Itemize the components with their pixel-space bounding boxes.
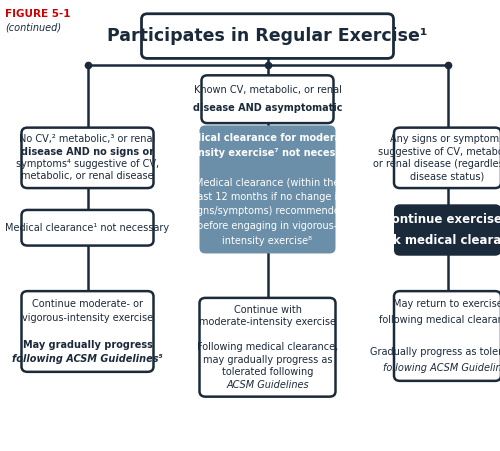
Text: or renal disease (regardless of: or renal disease (regardless of <box>374 159 500 169</box>
Text: Discontinue exercise and: Discontinue exercise and <box>364 213 500 226</box>
Text: Any signs or symptoms: Any signs or symptoms <box>390 134 500 144</box>
Text: following ACSM Guidelines⁵: following ACSM Guidelines⁵ <box>12 354 163 364</box>
Text: disease status): disease status) <box>410 171 484 181</box>
FancyBboxPatch shape <box>202 75 334 123</box>
Text: past 12 months if no change in: past 12 months if no change in <box>191 192 344 202</box>
Text: Gradually progress as tolerated: Gradually progress as tolerated <box>370 347 500 357</box>
Text: tolerated following: tolerated following <box>222 368 313 377</box>
FancyBboxPatch shape <box>200 298 336 397</box>
Text: Medical clearance (within the: Medical clearance (within the <box>195 177 340 187</box>
Text: Medical clearance for moderate-: Medical clearance for moderate- <box>178 133 356 143</box>
Text: symptoms⁴ suggestive of CV,: symptoms⁴ suggestive of CV, <box>16 159 159 169</box>
FancyBboxPatch shape <box>394 128 500 188</box>
Text: Known CV, metabolic, or renal: Known CV, metabolic, or renal <box>194 85 342 95</box>
Text: disease AND asymptomatic: disease AND asymptomatic <box>193 103 342 114</box>
FancyBboxPatch shape <box>394 291 500 381</box>
Text: Medical clearance¹ not necessary: Medical clearance¹ not necessary <box>6 223 170 233</box>
Text: Participates in Regular Exercise¹: Participates in Regular Exercise¹ <box>107 27 428 45</box>
FancyBboxPatch shape <box>142 14 394 58</box>
Text: Continue moderate- or: Continue moderate- or <box>32 299 143 308</box>
Text: moderate-intensity exercise: moderate-intensity exercise <box>199 317 336 327</box>
Text: before engaging in vigorous-: before engaging in vigorous- <box>198 221 338 231</box>
Text: following ACSM Guidelines: following ACSM Guidelines <box>382 363 500 373</box>
FancyBboxPatch shape <box>22 291 154 372</box>
Text: intensity exercise⁸: intensity exercise⁸ <box>222 236 312 246</box>
Text: May gradually progress: May gradually progress <box>22 341 152 350</box>
FancyBboxPatch shape <box>22 210 154 245</box>
Text: FIGURE 5-1: FIGURE 5-1 <box>5 9 70 19</box>
Text: ACSM Guidelines: ACSM Guidelines <box>226 380 309 390</box>
Text: metabolic, or renal disease: metabolic, or renal disease <box>21 171 154 181</box>
Text: intensity exercise⁷ not necessary: intensity exercise⁷ not necessary <box>176 148 359 158</box>
FancyBboxPatch shape <box>22 128 154 188</box>
Text: vigorous-intensity exercise: vigorous-intensity exercise <box>22 313 153 322</box>
Text: Following medical clearance,: Following medical clearance, <box>197 342 338 352</box>
Text: suggestive of CV, metabolic,: suggestive of CV, metabolic, <box>378 147 500 156</box>
Text: Continue with: Continue with <box>234 304 302 315</box>
FancyBboxPatch shape <box>200 125 336 253</box>
Text: following medical clearance: following medical clearance <box>380 315 500 325</box>
Text: (continued): (continued) <box>5 23 61 32</box>
Text: disease AND no signs or: disease AND no signs or <box>21 147 154 156</box>
FancyBboxPatch shape <box>394 204 500 256</box>
Text: No CV,² metabolic,³ or renal: No CV,² metabolic,³ or renal <box>20 134 156 144</box>
Text: may gradually progress as: may gradually progress as <box>203 355 332 365</box>
Text: signs/symptoms) recommended: signs/symptoms) recommended <box>189 207 346 216</box>
Text: May return to exercise: May return to exercise <box>392 299 500 309</box>
Text: seek medical clearance: seek medical clearance <box>370 234 500 247</box>
